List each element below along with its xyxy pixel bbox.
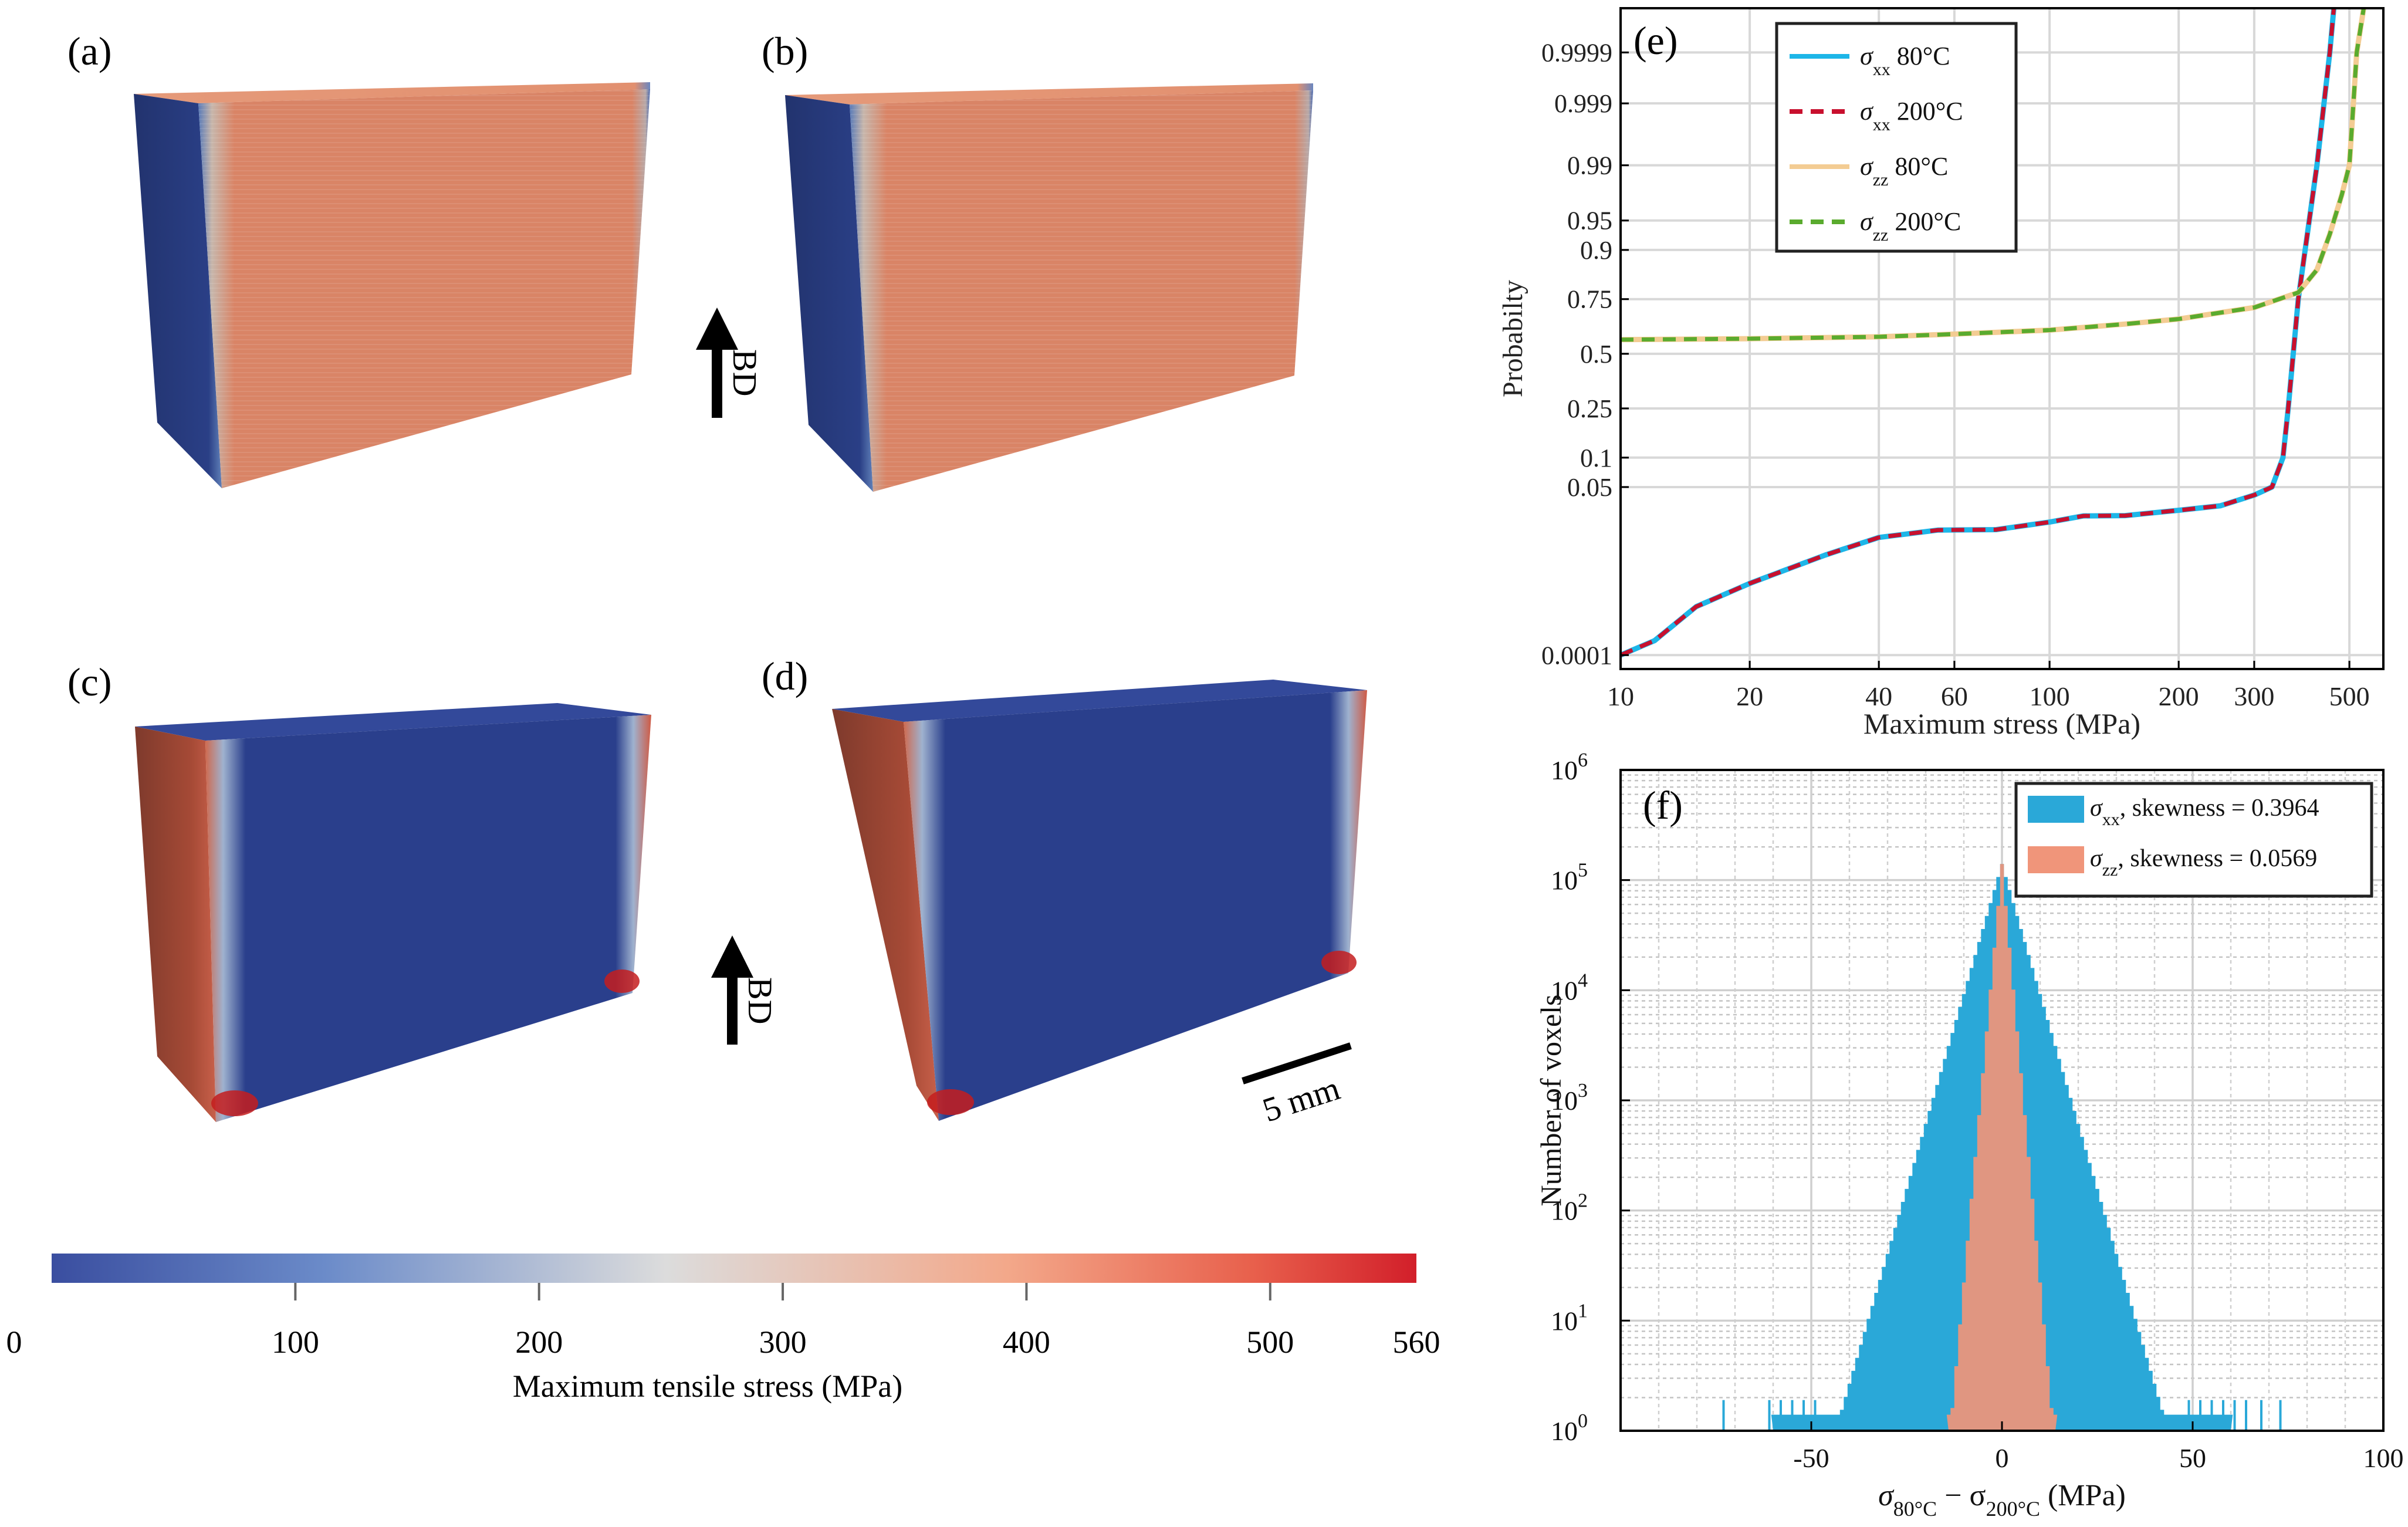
chart-e-series-line	[1620, 8, 2366, 342]
chart-e-ytick-label: 0.9	[1580, 236, 1612, 265]
panel-d-block	[832, 680, 1367, 1121]
colorbar-tick-label: 0	[6, 1325, 22, 1360]
panel-c-top-face	[135, 703, 651, 741]
colorbar-gradient	[52, 1254, 1416, 1283]
chart-e-ytick-label: 0.999	[1554, 89, 1612, 118]
chart-f-legend-swatch	[2028, 846, 2084, 873]
chart-f-xtick-label: 50	[2179, 1443, 2206, 1473]
panel-a-side-face	[134, 94, 222, 488]
chart-f-xtick-label: 0	[1996, 1443, 2009, 1473]
chart-e-lines	[1619, 8, 2366, 658]
panel-c-block	[135, 703, 651, 1122]
build-direction-arrow-bottom: BD	[711, 935, 779, 1045]
colorbar: 0 100 200 300 400 500 560 Maximum tensile stre…	[6, 1254, 1440, 1404]
bd-label-top: BD	[726, 349, 764, 397]
chart-f-xtick-label: 100	[2363, 1443, 2404, 1473]
colorbar-tick-label: 100	[272, 1325, 319, 1360]
chart-f-xlabel: σ80°C − σ200°C (MPa)	[1878, 1479, 2126, 1521]
chart-f-legend-label: σxx, skewness = 0.3964	[2090, 795, 2319, 829]
scale-bar: 5 mm	[1242, 1042, 1352, 1129]
panel-d-side-face	[832, 709, 939, 1121]
panel-a-block	[134, 82, 650, 488]
panel-d-top-face	[832, 680, 1367, 722]
chart-e-legend-label: σxx 200°C	[1860, 97, 1963, 134]
chart-f-legend-label: σzz, skewness = 0.0569	[2090, 845, 2317, 880]
chart-e-xtick-label: 10	[1607, 681, 1634, 711]
chart-e-series-line	[1619, 8, 2336, 657]
chart-e-ytick-label: 0.95	[1567, 207, 1612, 235]
chart-f-ticks: 100 101 102 103 104 105 106 -50 0 50 100	[1551, 749, 2404, 1473]
colorbar-ticks: 0 100 200 300 400 500 560	[6, 1283, 1440, 1360]
colorbar-tick-label: 500	[1246, 1325, 1294, 1360]
panel-d-front-face	[904, 690, 1367, 1121]
chart-e-xtick-label: 60	[1941, 681, 1968, 711]
colorbar-tick-label: 200	[515, 1325, 563, 1360]
panel-b-block	[785, 83, 1313, 492]
chart-f-legend: σxx, skewness = 0.3964 σzz, skewness = 0.…	[2014, 782, 2373, 898]
chart-f-ytick-label: 106	[1551, 749, 1588, 785]
panel-a-top-face	[134, 82, 650, 103]
panel-c-front-face	[205, 715, 651, 1122]
chart-f-bars	[1722, 864, 2282, 1431]
chart-f-ytick-label: 105	[1551, 860, 1588, 896]
chart-f-xtick-label: -50	[1793, 1443, 1829, 1473]
chart-e-xtick-label: 500	[2329, 681, 2370, 711]
panel-e-label: (e)	[1633, 18, 1678, 63]
chart-e-xlabel: Maximum stress (MPa)	[1864, 707, 2140, 740]
chart-e-legend: σxx 80°C σxx 200°C σzz 80°C σzz 200°C	[1775, 22, 2018, 253]
chart-e-xtick-label: 300	[2234, 681, 2274, 711]
chart-e-ytick-label: 0.1	[1580, 444, 1612, 472]
chart-e-ytick-label: 0.0001	[1541, 641, 1612, 670]
chart-e-ytick-label: 0.75	[1567, 285, 1612, 314]
chart-f-ytick-label: 101	[1551, 1300, 1588, 1336]
panel-a-label: (a)	[67, 29, 111, 73]
chart-e-xtick-label: 100	[2030, 681, 2070, 711]
chart-e-ytick-label: 0.9999	[1541, 38, 1612, 67]
chart-e-ytick-label: 0.5	[1580, 340, 1612, 369]
panel-f-label: (f)	[1643, 783, 1683, 827]
chart-e-xtick-label: 20	[1736, 681, 1763, 711]
chart-e-legend-label: σzz 200°C	[1860, 207, 1961, 245]
colorbar-title: Maximum tensile stress (MPa)	[513, 1369, 902, 1404]
chart-f-ylabel: Number of voxels	[1534, 994, 1567, 1206]
chart-e: 10 20 40 60 100 200 300 500 0.0001 0.050.1 0.25 0.5…	[1497, 7, 2385, 740]
chart-e-legend-label: σxx 80°C	[1860, 42, 1950, 79]
chart-f-ytick-label: 103	[1551, 1080, 1588, 1116]
colorbar-tick-label: 560	[1393, 1325, 1440, 1360]
colorbar-tick-label: 400	[1003, 1325, 1050, 1360]
panel-b-side-face	[785, 95, 873, 492]
chart-f-histogram-bars	[1946, 864, 2058, 1431]
chart-f-ytick-label: 102	[1551, 1190, 1588, 1226]
chart-e-xtick-label: 200	[2159, 681, 2199, 711]
chart-e-ticks: 10 20 40 60 100 200 300 500 0.0001 0.050.1 0.25 0.5…	[1541, 38, 2370, 711]
chart-e-ylabel: Probabilty	[1497, 280, 1528, 397]
chart-e-legend-label: σzz 80°C	[1860, 152, 1948, 190]
build-direction-arrow-top: BD	[696, 308, 764, 418]
chart-e-xtick-label: 40	[1865, 681, 1892, 711]
chart-f: 100 101 102 103 104 105 106 -50 0 50 100 Number of…	[1534, 749, 2404, 1521]
chart-f-ytick-label: 104	[1551, 969, 1588, 1005]
chart-e-legend-box	[1775, 22, 2018, 253]
chart-e-ytick-label: 0.25	[1567, 394, 1612, 423]
panel-c-side-face	[135, 727, 216, 1122]
colorbar-tick-label: 300	[759, 1325, 807, 1360]
scale-bar-label: 5 mm	[1258, 1069, 1344, 1129]
panel-b-label: (b)	[762, 29, 808, 73]
chart-e-ytick-label: 0.05	[1567, 473, 1612, 502]
panel-b-top-face	[785, 83, 1313, 104]
bd-label-bottom: BD	[741, 977, 779, 1025]
scale-bar-line	[1242, 1042, 1352, 1085]
chart-f-ytick-label: 100	[1551, 1410, 1588, 1446]
chart-f-legend-swatch	[2028, 796, 2084, 823]
panel-d-label: (d)	[762, 654, 808, 698]
panel-c-label: (c)	[67, 660, 111, 704]
chart-e-ytick-label: 0.99	[1567, 151, 1612, 180]
